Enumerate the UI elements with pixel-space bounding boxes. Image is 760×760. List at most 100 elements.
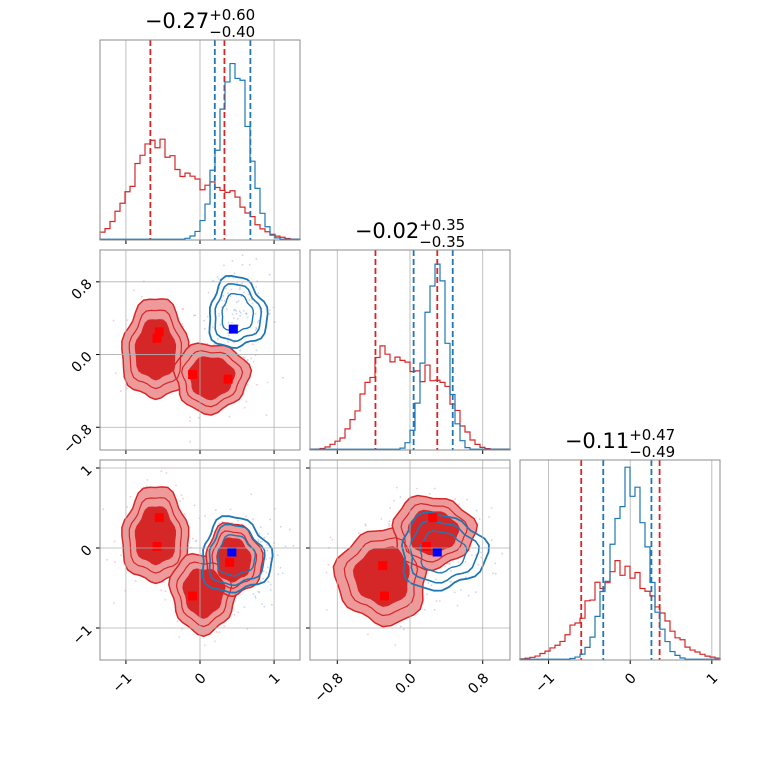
- joint-param1-param3-sample-point: [243, 606, 246, 608]
- joint-param1-param3-sample-point: [266, 549, 269, 552]
- joint-param1-param2-sample-point: [269, 309, 272, 311]
- joint-param2-param3-sample-point: [325, 608, 328, 611]
- joint-param1-param2-sample-point: [203, 319, 206, 322]
- joint-param2-param3-sample-point: [490, 539, 493, 542]
- joint-param1-param3-blue-contour-inner: [216, 534, 256, 577]
- joint-param2-param3-sample-point: [395, 486, 398, 489]
- marginal-param-2-title-lower-error: −0.35: [419, 233, 465, 251]
- joint-param2-param3-sample-point: [380, 517, 383, 520]
- joint-param1-param2-sample-point: [231, 313, 234, 316]
- joint-param2-param3-sample-point: [435, 578, 437, 581]
- joint-param2-param3-sample-point: [444, 565, 447, 568]
- joint-param2-param3-sample-point: [364, 524, 367, 527]
- joint-param1-param2-red-contour-mid-1: [181, 349, 244, 408]
- joint-param1-param2-sample-point: [266, 381, 269, 384]
- joint-param2-param3-sample-point: [457, 561, 460, 564]
- joint-param1-param2-sample-point: [251, 302, 254, 305]
- joint-param2-param3-sample-point: [494, 562, 497, 565]
- joint-param1-param2-sample-point: [246, 316, 249, 319]
- joint-param1-param3-sample-point: [254, 597, 257, 599]
- joint-param1-param2-sample-point: [213, 343, 216, 346]
- joint-param2-param3-sample-point: [488, 516, 491, 518]
- joint-param1-param2-sample-point: [231, 321, 233, 324]
- joint-param1-param2-sample-point: [222, 294, 225, 297]
- joint-param1-param3-sample-point: [260, 540, 263, 543]
- joint-param1-param2-sample-point: [219, 323, 222, 326]
- joint-param1-param2-sample-point: [125, 387, 128, 390]
- joint-param1-param3-sample-point: [265, 558, 267, 560]
- joint-param2-param3-sample-point: [466, 498, 469, 501]
- joint-param2-param3-sample-point: [438, 599, 441, 602]
- joint-param1-param3-sample-point: [165, 472, 168, 474]
- joint-param1-param3-sample-point: [106, 558, 108, 561]
- joint-param1-param3-sample-point: [263, 605, 266, 608]
- joint-param2-param3-sample-point: [454, 498, 457, 500]
- joint-param1-param2-sample-point: [233, 272, 236, 275]
- joint-param1-param3-sample-point: [258, 591, 261, 594]
- joint-param2-param3-sample-point: [331, 538, 334, 541]
- marginal-param-2-hist-red: [309, 345, 511, 450]
- joint-param1-param2-sample-point: [244, 357, 246, 359]
- joint-param2-param3-sample-point: [501, 552, 503, 555]
- joint-param1-param3-sample-point: [259, 580, 262, 583]
- joint-param2-param3-red-marker-1: [421, 541, 431, 551]
- joint-param1-param2-sample-point: [114, 372, 117, 375]
- joint-param1-param2-sample-point: [236, 282, 239, 284]
- joint-param1-param3-sample-point: [277, 573, 280, 576]
- joint-param1-param2-sample-point: [241, 282, 244, 284]
- joint-param1-param2-frame: [99, 249, 301, 451]
- joint-param1-param2-sample-point: [251, 343, 254, 346]
- joint-param2-param3-sample-point: [475, 509, 478, 512]
- joint-param2-param3-sample-point: [433, 487, 436, 490]
- joint-param1-param2-sample-point: [189, 416, 192, 419]
- joint-param1-param3-sample-point: [266, 543, 268, 546]
- joint-param2-param3-red-contour-inner-0: [352, 546, 411, 607]
- joint-param1-param3-sample-point: [221, 520, 224, 523]
- joint-param1-param2-sample-point: [189, 440, 192, 443]
- joint-param2-param3-sample-point: [490, 507, 493, 510]
- marginal-param-2-frame: [309, 249, 511, 451]
- joint-param1-param2-red-contour-inner-0: [134, 319, 177, 381]
- joint-param1-param3-red-marker-0: [154, 513, 164, 523]
- marginal-param-3-title-value: −0.11: [565, 429, 629, 453]
- joint-param2-param3-sample-point: [426, 593, 428, 596]
- joint-param1-param2-sample-point: [133, 289, 135, 292]
- joint-param2-param3-frame: [309, 459, 511, 661]
- joint-param1-param2-sample-point: [240, 295, 243, 298]
- joint-param1-param3-red-marker-3: [225, 557, 235, 567]
- joint-param1-param3-sample-point: [134, 580, 137, 582]
- joint-param1-param3-red-contour-mid-2: [211, 530, 258, 590]
- joint-param1-param2-sample-point: [197, 416, 200, 419]
- joint-param1-param3-sample-point: [119, 554, 122, 557]
- joint-param2-param3-sample-point: [399, 496, 402, 498]
- joint-param1-param2-sample-point: [250, 357, 252, 360]
- joint-param1-param3-sample-point: [182, 497, 184, 500]
- joint-param2-param3-sample-point: [367, 633, 369, 636]
- joint-param2-param3-sample-point: [477, 563, 480, 566]
- joint-param1-param3-sample-point: [195, 539, 198, 542]
- joint-param2-param3-sample-point: [389, 507, 391, 509]
- joint-param1-param2-sample-point: [216, 275, 219, 278]
- joint-param1-param3-sample-point: [218, 522, 220, 525]
- marginal-param-1-title: −0.27+0.60: [145, 6, 255, 33]
- joint-param1-param3-red-contour-inner-0: [134, 506, 177, 566]
- joint-param1-param3-sample-point: [279, 525, 282, 528]
- joint-param2-param3-sample-point: [435, 600, 438, 602]
- joint-param2-param3-sample-point: [480, 551, 482, 554]
- joint-param1-param2-sample-point: [246, 384, 249, 386]
- joint-param1-param2-sample-point: [255, 257, 258, 260]
- joint-param1-param3-sample-point: [262, 570, 265, 573]
- joint-param1-param3-ytick-label-2: 1: [78, 462, 96, 480]
- joint-param1-param2-sample-point: [238, 288, 241, 291]
- joint-param1-param3-red-contour-mid-0: [128, 497, 183, 574]
- marginal-param-3-xtick-label-0: −1: [532, 670, 558, 696]
- joint-param1-param3-sample-point: [270, 603, 273, 606]
- joint-param2-param3-red-marker-2: [378, 561, 388, 571]
- joint-param1-param2-sample-point: [256, 321, 259, 324]
- joint-param1-param3-sample-point: [215, 630, 218, 633]
- joint-param1-param2-sample-point: [257, 292, 260, 295]
- joint-param1-param3-sample-point: [200, 553, 203, 555]
- marginal-param-3-hist-blue: [519, 466, 721, 660]
- joint-param1-param2-sample-point: [238, 310, 241, 313]
